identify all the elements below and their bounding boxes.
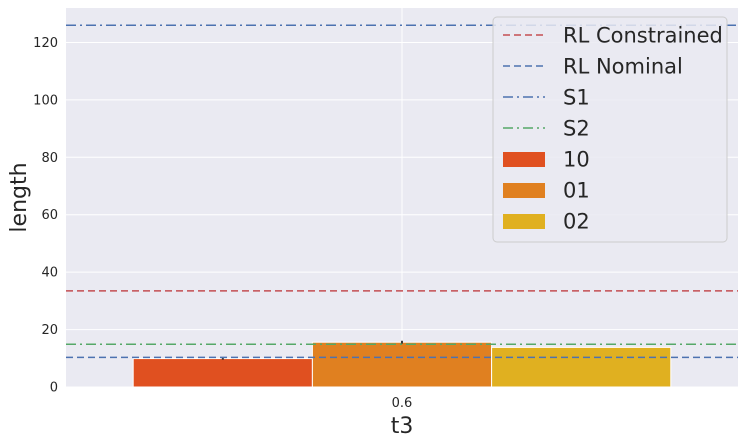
y-axis-title: length	[7, 162, 32, 232]
y-axis-ticks: 0 20 40 60 80 100 120	[33, 36, 58, 396]
legend-label: 10	[563, 148, 590, 172]
y-tick-label: 0	[50, 381, 58, 396]
legend-label: RL Nominal	[563, 55, 683, 79]
legend-box	[492, 16, 728, 243]
legend-label: S2	[563, 117, 590, 141]
legend-label: 01	[563, 179, 590, 203]
legend: RL Constrained RL Nominal S1 S2 10 01 02	[492, 16, 728, 243]
x-axis-ticks: 0.6	[392, 396, 413, 411]
y-tick-label: 20	[41, 323, 58, 338]
bar-10	[132, 358, 313, 388]
legend-swatch-patch	[503, 152, 545, 167]
legend-swatch-patch	[503, 183, 545, 198]
bars	[132, 341, 672, 388]
bar-01	[311, 341, 493, 388]
y-tick-label: 60	[41, 208, 58, 223]
y-tick-label: 80	[41, 151, 58, 166]
x-tick-label: 0.6	[392, 396, 413, 411]
legend-label: RL Constrained	[563, 24, 723, 48]
y-tick-label: 120	[33, 36, 58, 51]
bar-02	[491, 346, 672, 388]
legend-label: 02	[563, 210, 590, 234]
legend-label: S1	[563, 86, 590, 110]
y-tick-label: 100	[33, 93, 58, 108]
y-tick-label: 40	[41, 266, 58, 281]
legend-swatch-patch	[503, 214, 545, 229]
x-axis-title: t3	[391, 414, 414, 439]
